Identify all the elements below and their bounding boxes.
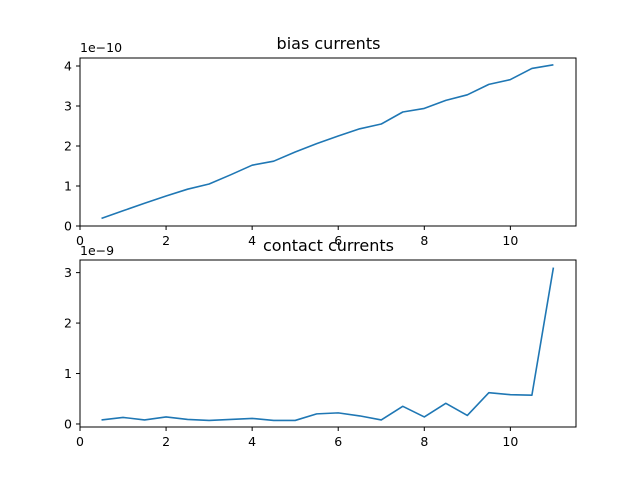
contact-currents-offset-label: 1e−9 — [80, 243, 114, 258]
bias-currents-y-tick-label: 0 — [64, 219, 72, 234]
contact-currents-y-tick-label: 0 — [64, 416, 72, 431]
bias-currents-title: bias currents — [277, 34, 381, 53]
bias-currents-x-tick-label: 6 — [334, 233, 342, 248]
contact-currents-marks: 0 2 4 6 8 10 0 1 2 3 — [64, 259, 577, 449]
bias-currents-series-line — [101, 64, 554, 220]
contact-currents-x-tick-label: 0 — [76, 434, 84, 449]
contact-currents-x-tick-label: 2 — [162, 434, 170, 449]
contact-currents-x-tick-label: 8 — [420, 434, 428, 449]
bias-currents-x-tick-label: 0 — [76, 233, 84, 248]
contact-currents-x-tick-label: 6 — [334, 434, 342, 449]
contact-currents-panel: contact currents 1e−9 0 2 4 6 8 10 0 1 2 3 — [64, 236, 577, 449]
bias-currents-axes-frame — [79, 57, 577, 227]
bias-currents-x-tick-label: 4 — [248, 233, 256, 248]
bias-currents-marks: 0 2 4 6 8 10 0 1 2 3 4 — [64, 57, 577, 248]
contact-currents-y-tick-label: 2 — [64, 316, 72, 331]
contact-currents-y-tick-label: 3 — [64, 265, 72, 280]
bias-currents-y-tick-label: 1 — [64, 179, 72, 194]
bias-currents-y-tick-label: 2 — [64, 139, 72, 154]
bias-currents-x-tick-label: 2 — [162, 233, 170, 248]
contact-currents-title: contact currents — [263, 236, 394, 255]
contact-currents-x-tick-label: 10 — [502, 434, 518, 449]
contact-currents-x-tick-label: 4 — [248, 434, 256, 449]
contact-currents-axes-frame — [79, 259, 577, 428]
contact-currents-series-line — [101, 267, 555, 422]
bias-currents-x-tick-label: 10 — [502, 233, 518, 248]
bias-currents-x-tick-label: 8 — [420, 233, 428, 248]
bias-currents-y-tick-label: 4 — [64, 59, 72, 74]
contact-currents-y-tick-label: 1 — [64, 366, 72, 381]
bias-currents-panel: bias currents 1e−10 0 2 4 6 8 10 0 1 2 3 4 — [64, 34, 577, 248]
bias-currents-y-tick-label: 3 — [64, 99, 72, 114]
bias-currents-offset-label: 1e−10 — [80, 40, 122, 55]
